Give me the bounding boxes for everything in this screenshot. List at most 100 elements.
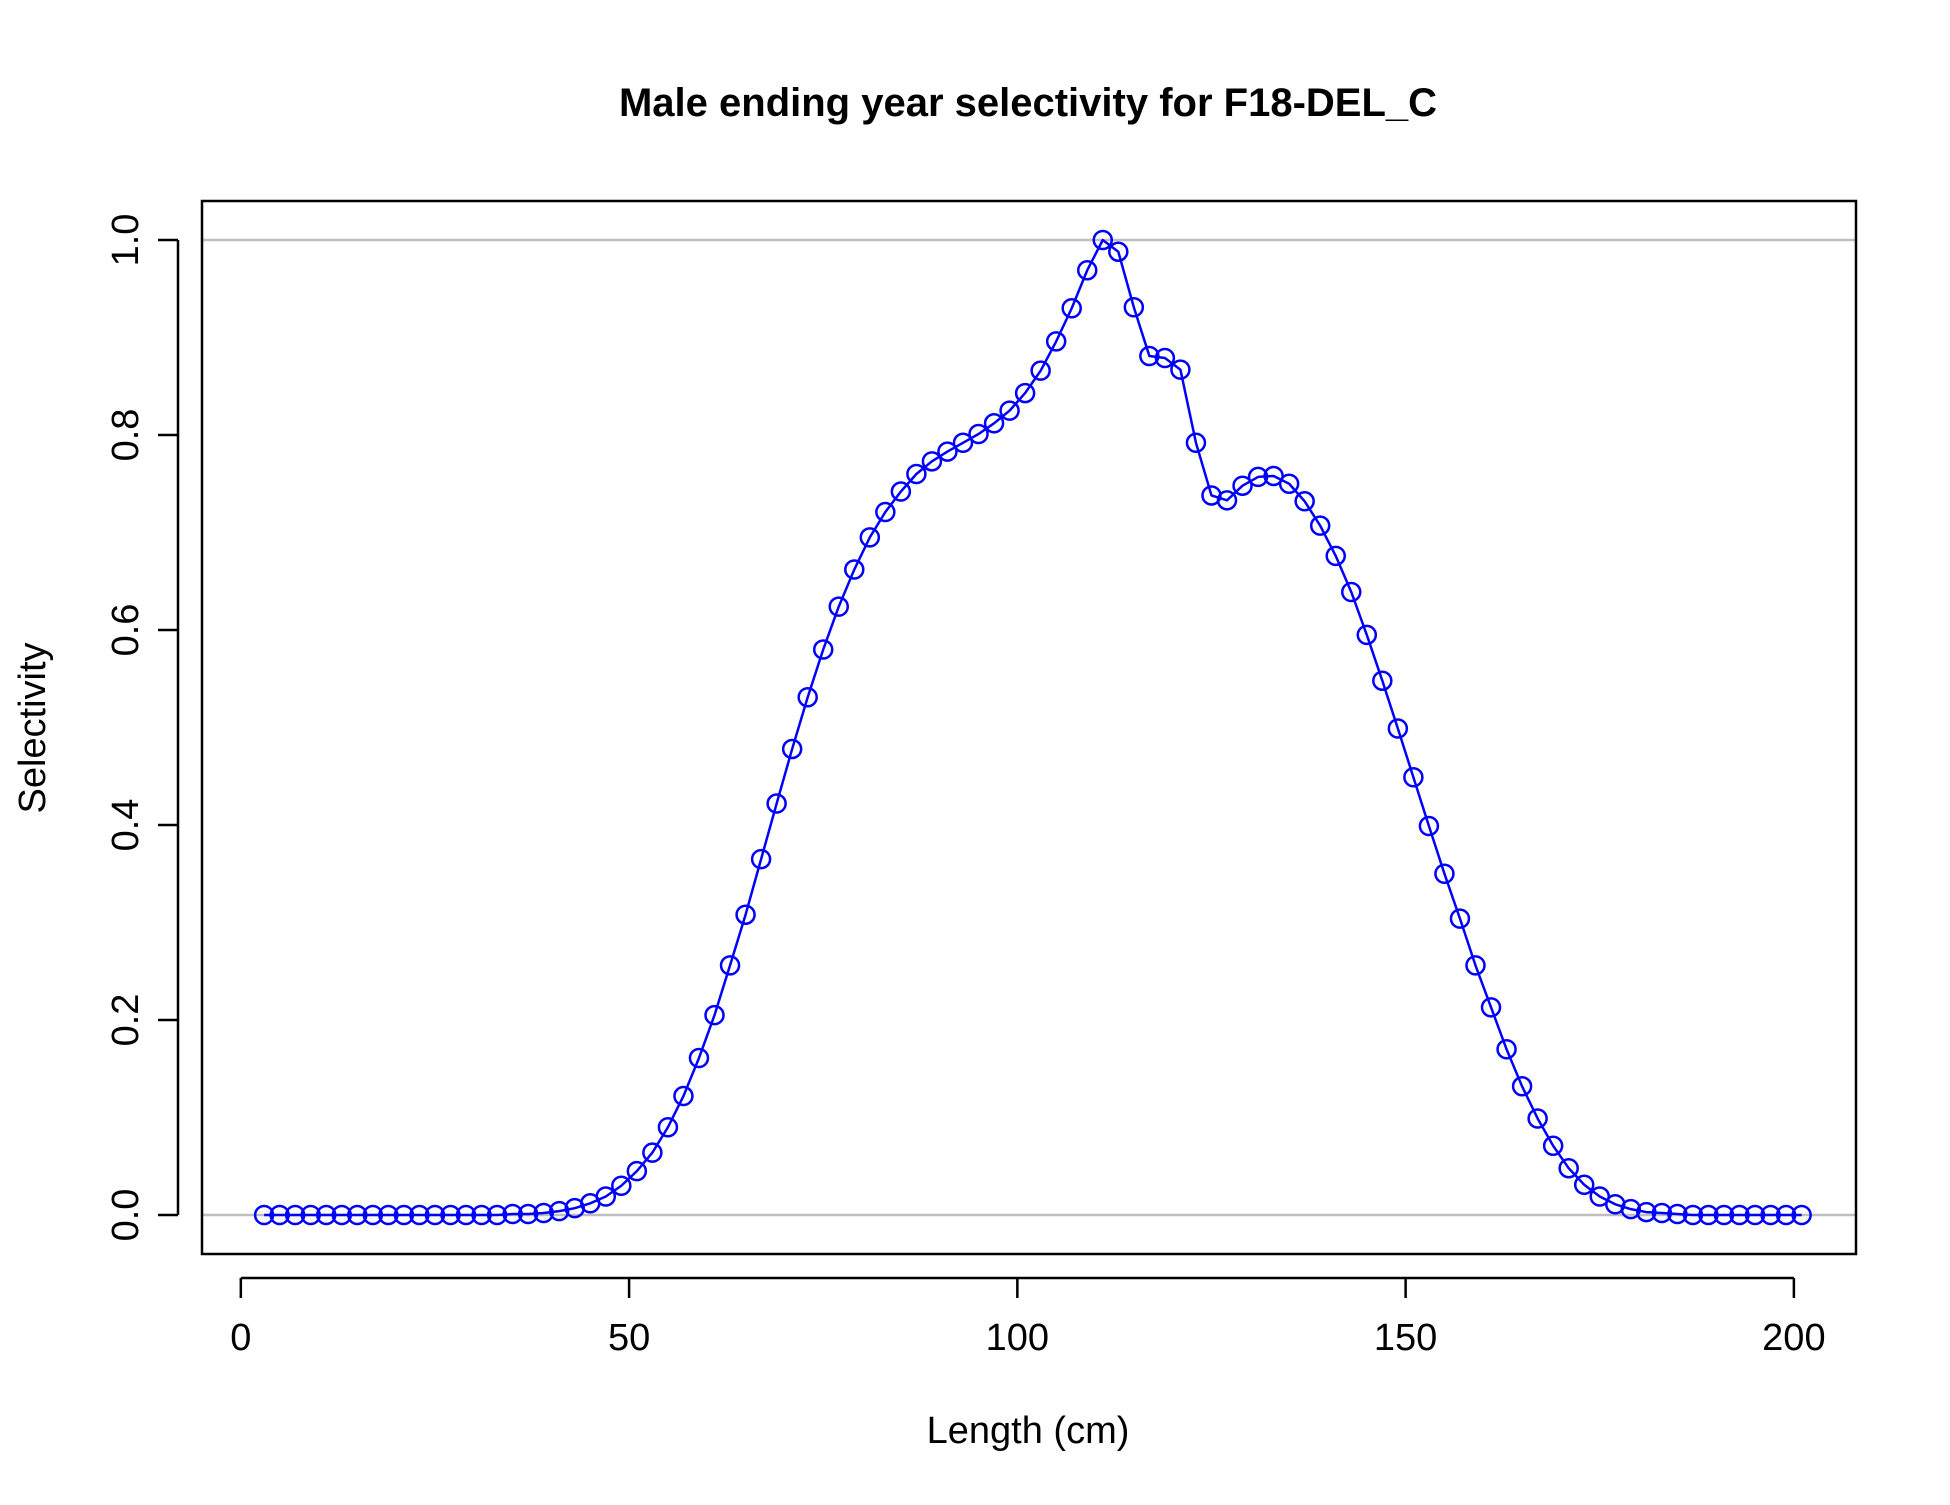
data-point: [1760, 1204, 1781, 1226]
data-point: [1123, 297, 1145, 318]
data-point: [1480, 997, 1502, 1018]
data-point: [906, 463, 927, 485]
data-point: [626, 1160, 648, 1182]
plot-frame: [200, 199, 1858, 1256]
data-point: [1729, 1204, 1750, 1226]
data-point: [750, 848, 772, 870]
x-axis: 0 50 100 150 200: [230, 1276, 1826, 1359]
data-point: [378, 1204, 399, 1226]
data-point: [269, 1204, 290, 1226]
data-point: [719, 955, 741, 976]
data-point: [1744, 1204, 1766, 1226]
data-point: [1325, 545, 1346, 567]
chart-title: Male ending year selectivity for F18-DEL…: [619, 81, 1437, 125]
data-point: [1682, 1204, 1704, 1226]
data-point: [347, 1204, 368, 1226]
data-point: [828, 596, 849, 617]
data-point: [611, 1175, 632, 1196]
x-tick-label: 100: [986, 1317, 1049, 1359]
series-line-0: [264, 238, 1802, 1217]
data-point: [766, 793, 787, 814]
data-point: [797, 687, 818, 708]
data-point: [1278, 473, 1300, 494]
data-point: [1496, 1039, 1517, 1060]
data-point: [1434, 863, 1455, 884]
data-point: [952, 432, 974, 454]
data-point: [1185, 432, 1207, 454]
data-point: [1139, 345, 1160, 367]
data-point: [1014, 382, 1036, 404]
data-point: [812, 639, 834, 660]
data-point: [1418, 815, 1440, 837]
data-point: [1045, 331, 1067, 352]
data-point: [1076, 259, 1098, 281]
data-point: [1372, 670, 1393, 691]
y-tick-label: 1.0: [105, 214, 147, 267]
data-point: [1542, 1135, 1564, 1157]
data-point: [657, 1117, 679, 1138]
data-point: [673, 1085, 694, 1107]
data-point: [1154, 347, 1176, 369]
data-point: [890, 481, 912, 502]
data-point: [999, 400, 1020, 421]
data-point: [1465, 955, 1486, 976]
data-point: [1667, 1203, 1688, 1225]
data-point: [688, 1047, 710, 1069]
data-point: [1387, 718, 1409, 739]
data-point: [1573, 1174, 1595, 1196]
data-point: [859, 527, 881, 548]
series-layer: [253, 229, 1812, 1226]
data-point: [781, 738, 803, 760]
data-point: [253, 1204, 275, 1226]
data-point: [875, 501, 896, 523]
data-point: [1791, 1204, 1812, 1226]
data-point: [424, 1204, 446, 1226]
data-point: [517, 1203, 539, 1225]
x-tick-label: 200: [1762, 1317, 1825, 1359]
data-point: [983, 413, 1005, 434]
data-point: [284, 1204, 306, 1226]
data-point: [1558, 1157, 1579, 1179]
y-tick-label: 0.2: [105, 994, 147, 1047]
y-tick-label: 0.4: [105, 799, 147, 852]
y-axis: 0.0 0.2 0.4 0.6 0.8 1.0: [105, 214, 180, 1241]
data-point: [1232, 475, 1253, 496]
data-point: [533, 1202, 554, 1224]
data-point: [1775, 1204, 1797, 1226]
y-axis-title: Selectivity: [12, 642, 54, 813]
data-point: [1511, 1076, 1533, 1097]
data-point: [1713, 1204, 1735, 1226]
data-point: [455, 1204, 477, 1226]
data-point: [968, 423, 989, 445]
data-point: [1356, 624, 1378, 646]
data-point: [735, 904, 756, 925]
data-point: [331, 1204, 353, 1226]
data-point: [486, 1204, 508, 1226]
data-point: [1636, 1201, 1657, 1223]
data-point: [1449, 908, 1471, 929]
data-point: [1092, 229, 1114, 251]
data-point: [1216, 490, 1238, 511]
data-point: [704, 1004, 725, 1026]
data-point: [937, 441, 958, 462]
x-tick-label: 50: [608, 1317, 650, 1359]
data-point: [393, 1204, 415, 1226]
x-tick-label: 150: [1374, 1317, 1437, 1359]
data-point: [1247, 466, 1269, 488]
data-point: [1403, 766, 1424, 788]
data-point: [595, 1186, 617, 1207]
data-point: [409, 1204, 430, 1226]
data-point: [300, 1204, 321, 1226]
data-point: [844, 559, 865, 580]
data-point: [1651, 1202, 1673, 1224]
data-point: [1061, 298, 1082, 319]
data-point: [502, 1203, 523, 1225]
data-point: [1698, 1204, 1719, 1226]
data-point: [921, 451, 943, 472]
y-tick-label: 0.8: [105, 409, 147, 462]
x-axis-title: Length (cm): [927, 1410, 1130, 1452]
data-point: [315, 1204, 337, 1226]
data-point: [471, 1204, 492, 1226]
data-point: [1341, 581, 1362, 603]
